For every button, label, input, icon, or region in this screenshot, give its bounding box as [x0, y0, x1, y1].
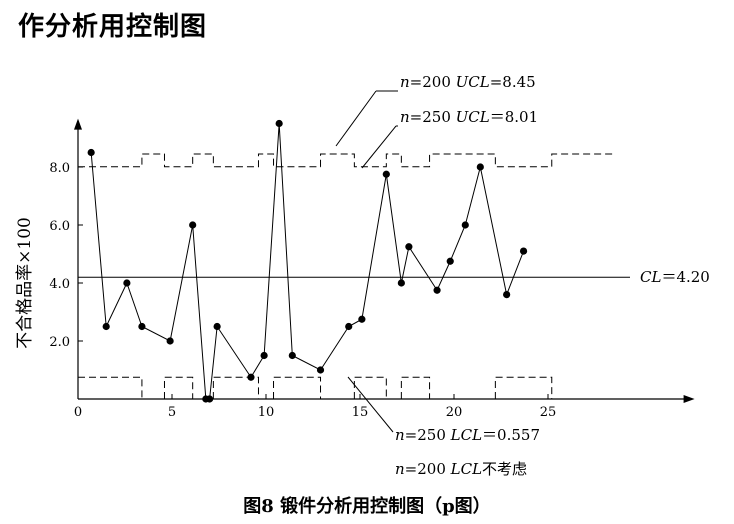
- data-point: [247, 373, 255, 381]
- data-point: [519, 247, 528, 255]
- data-point: [260, 351, 268, 360]
- lcl-line: [212, 376, 259, 399]
- x-tick-label: 0: [74, 405, 82, 420]
- y-axis-label: 不合格品率×100: [15, 217, 35, 349]
- lcl-250-leader: [347, 376, 394, 433]
- data-point: [345, 322, 353, 331]
- y-tick-label: 2.0: [49, 335, 70, 350]
- x-tick-label: 25: [540, 405, 557, 420]
- x-tick-label: 20: [446, 405, 463, 420]
- y-axis-arrow: [74, 118, 82, 130]
- data-point: [102, 322, 110, 331]
- data-point: [476, 163, 484, 171]
- ucl-250-label: n=250 UCL＝8.01: [400, 108, 538, 126]
- data-point: [206, 395, 214, 403]
- figure-caption: 图8 锻件分析用控制图（p图）: [243, 496, 491, 517]
- ucl-200-label: n=200 UCL=8.45: [400, 73, 536, 91]
- ucl-200-leader: [335, 90, 377, 147]
- data-point: [446, 257, 454, 265]
- data-point: [275, 119, 283, 128]
- data-point: [138, 322, 146, 331]
- data-point: [288, 351, 296, 360]
- data-point: [189, 221, 197, 229]
- series-line: [90, 123, 525, 400]
- chart-axes: 0 5 10 15 20 25 2.0 4.0 6.0 8.0 不合格品率×100: [15, 118, 695, 420]
- lcl-line: [400, 376, 431, 399]
- lcl-200-label: n=200 LCL不考虑: [395, 460, 527, 478]
- lcl-250-label: n=250 LCL＝0.557: [395, 426, 540, 444]
- page-title: 作分析用控制图: [18, 12, 208, 42]
- cl-label: CL＝4.20: [640, 268, 710, 286]
- data-point: [123, 279, 131, 287]
- data-point: [87, 148, 95, 157]
- x-axis-arrow: [683, 395, 695, 403]
- lcl-line: [494, 376, 553, 399]
- ucl-250-leader: [361, 125, 397, 169]
- x-tick-label: 5: [168, 405, 176, 420]
- ucl-line: [78, 153, 616, 168]
- lcl-line: [273, 376, 322, 399]
- chart-annotations: n=200 UCL=8.45 n=250 UCL＝8.01 CL＝4.20 n=250…: [335, 73, 710, 478]
- chart-series: [87, 119, 528, 403]
- data-point: [503, 291, 511, 299]
- y-tick-label: 6.0: [49, 219, 70, 234]
- data-point: [382, 170, 390, 178]
- data-point: [405, 243, 413, 251]
- data-point: [213, 322, 221, 331]
- data-point: [397, 279, 405, 287]
- data-point: [166, 337, 174, 345]
- lcl-line: [163, 376, 194, 399]
- lcl-line: [78, 376, 143, 399]
- y-tick-label: 4.0: [49, 277, 70, 292]
- x-tick-label: 15: [352, 405, 369, 420]
- control-limits: [78, 153, 630, 399]
- data-point: [316, 366, 325, 374]
- data-point: [358, 315, 366, 323]
- data-point: [433, 286, 441, 294]
- lcl-line: [353, 376, 387, 399]
- y-tick-label: 8.0: [49, 161, 70, 176]
- x-tick-label: 10: [258, 405, 275, 420]
- data-point: [461, 221, 469, 229]
